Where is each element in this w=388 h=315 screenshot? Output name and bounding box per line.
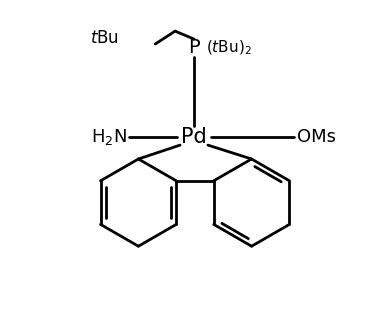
Text: H$_2$N: H$_2$N <box>90 127 126 147</box>
Text: Pd: Pd <box>181 127 207 147</box>
Text: $t$Bu: $t$Bu <box>90 29 119 47</box>
Text: ($t$Bu)$_2$: ($t$Bu)$_2$ <box>206 39 252 57</box>
Text: P: P <box>188 38 200 57</box>
Text: OMs: OMs <box>297 128 336 146</box>
